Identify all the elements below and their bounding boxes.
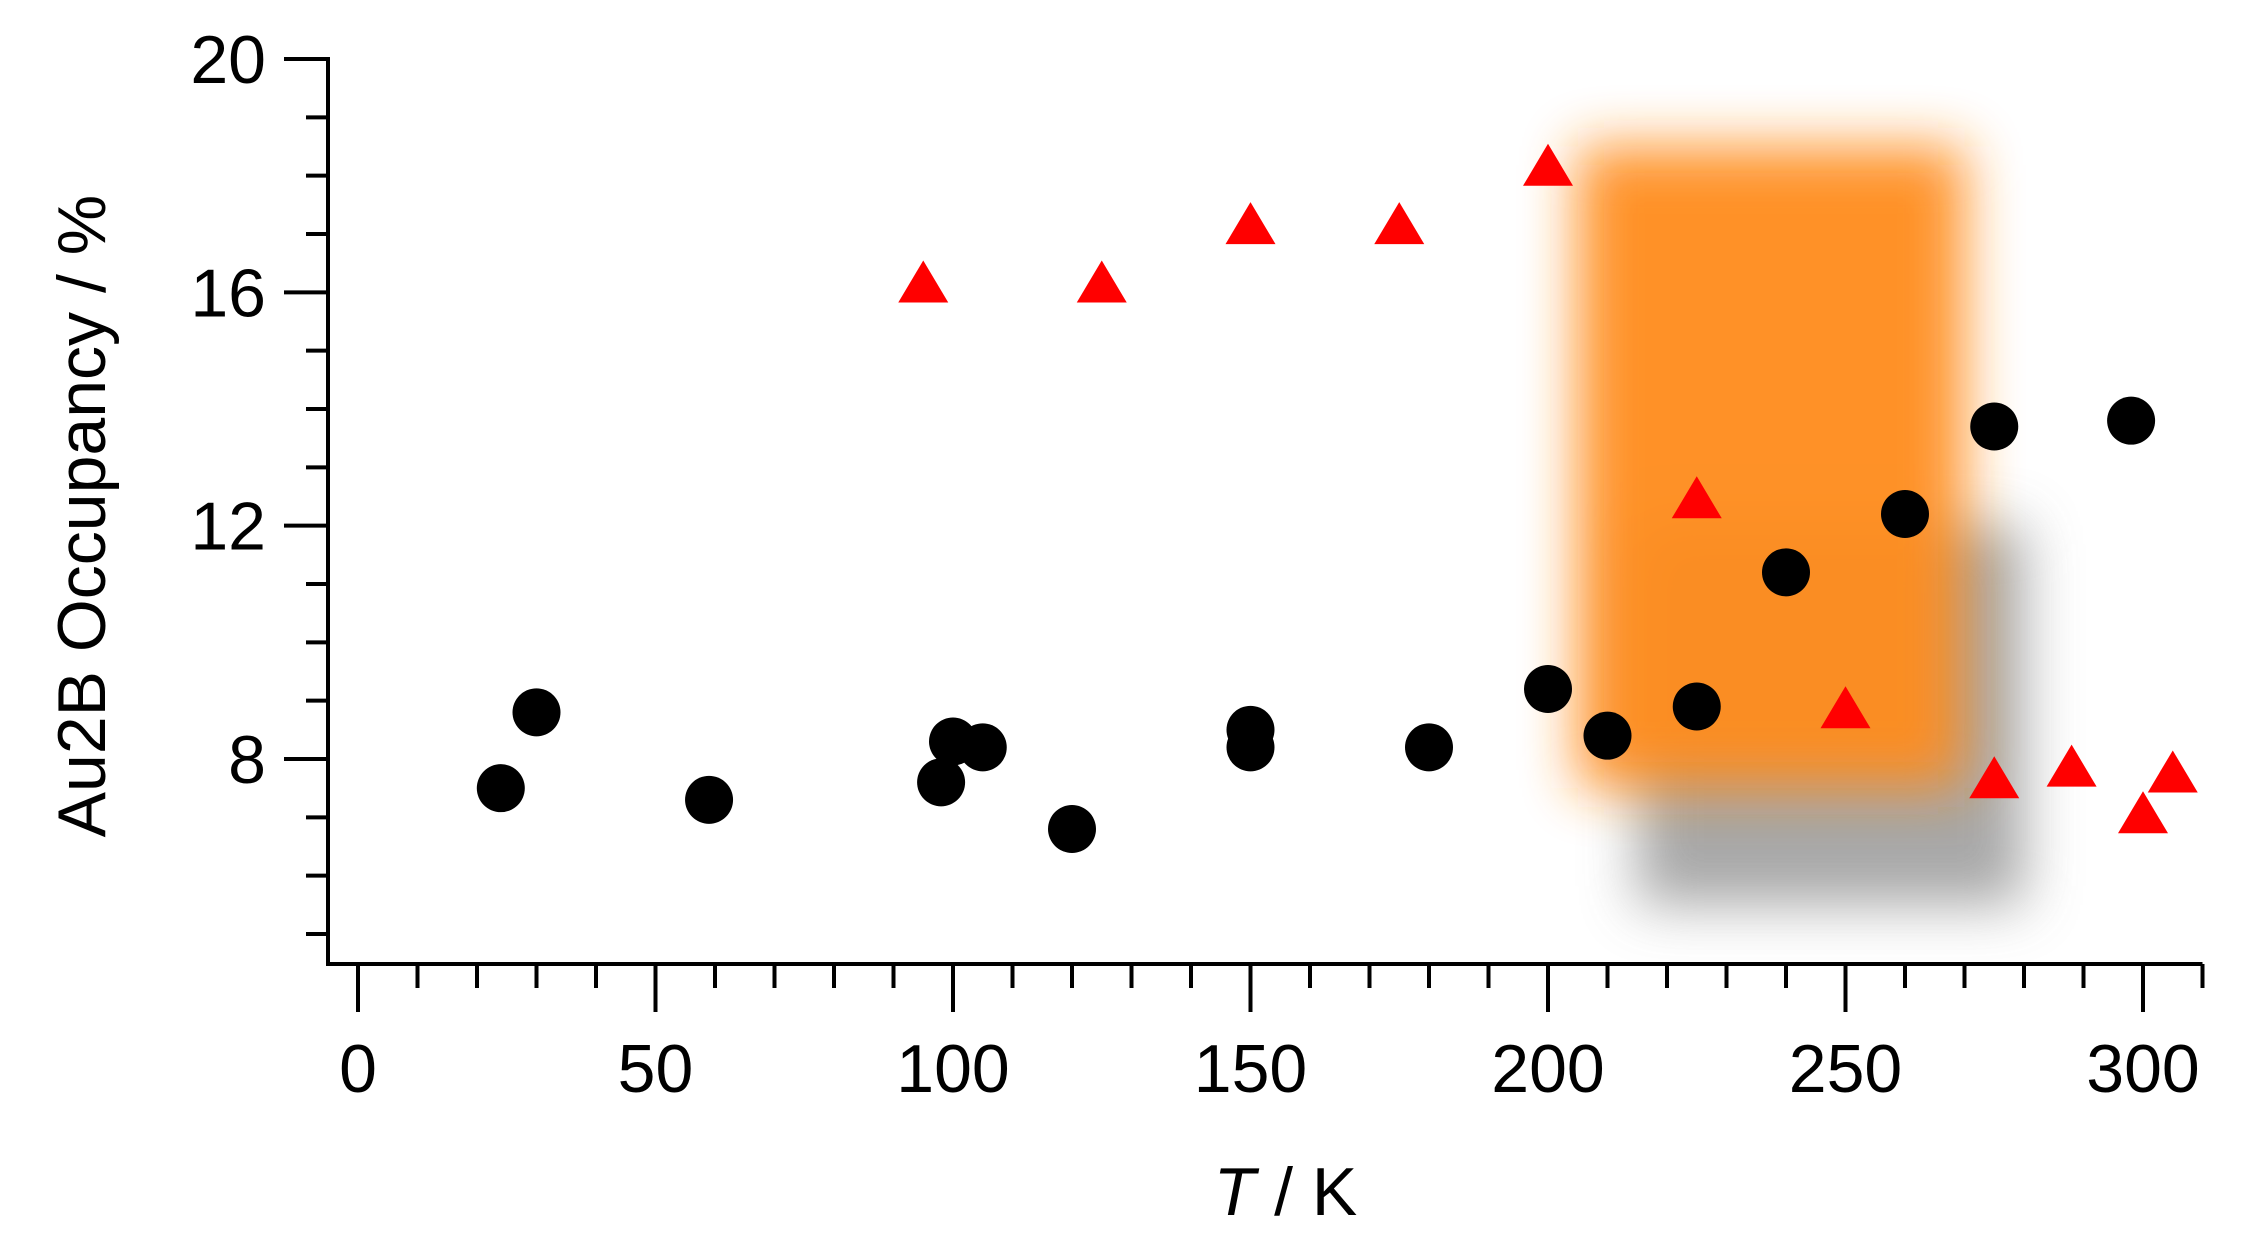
data-point-circle bbox=[1762, 548, 1810, 597]
x-tick-label: 300 bbox=[2086, 1031, 2199, 1107]
data-point-circle bbox=[1583, 711, 1632, 760]
data-point-triangle bbox=[1225, 202, 1276, 245]
x-tick-label: 150 bbox=[1194, 1031, 1307, 1107]
x-tick-label: 0 bbox=[339, 1031, 377, 1107]
data-point-circle bbox=[1048, 805, 1096, 853]
y-tick-label: 8 bbox=[228, 722, 266, 798]
orange-glow bbox=[1577, 146, 1965, 789]
data-point-triangle bbox=[1523, 143, 1573, 186]
data-point-circle bbox=[1226, 723, 1275, 772]
data-point-triangle bbox=[1820, 686, 1871, 729]
data-point-triangle bbox=[1374, 202, 1425, 245]
data-point-circle bbox=[512, 688, 561, 737]
data-point-triangle bbox=[2118, 791, 2168, 834]
x-tick-label: 100 bbox=[896, 1031, 1009, 1107]
data-point-circle bbox=[1970, 402, 2019, 451]
x-tick-label: 50 bbox=[618, 1031, 694, 1107]
x-axis-title-unit: / K bbox=[1255, 1154, 1357, 1230]
y-tick-label: 20 bbox=[190, 22, 266, 98]
data-points bbox=[476, 143, 2198, 853]
x-axis-title: T / K bbox=[1214, 1154, 1358, 1230]
data-point-circle bbox=[958, 723, 1007, 772]
data-point-circle bbox=[1405, 723, 1453, 772]
tick-labels: 0 50 100 150 200 250 300 8 12 16 20 bbox=[190, 22, 2199, 1107]
highlight-regions bbox=[1577, 146, 2024, 905]
data-point-circle bbox=[917, 758, 966, 807]
data-point-triangle bbox=[2147, 750, 2198, 793]
data-point-circle bbox=[685, 775, 734, 824]
data-point-circle bbox=[1524, 665, 1572, 713]
data-point-circle bbox=[2107, 396, 2156, 445]
axes bbox=[284, 57, 2205, 1012]
x-tick-label: 250 bbox=[1789, 1031, 1902, 1107]
y-tick-label: 12 bbox=[190, 489, 266, 565]
data-point-triangle bbox=[1969, 756, 2020, 799]
x-tick-label: 200 bbox=[1491, 1031, 1604, 1107]
y-axis-title: Au2B Occupancy / % bbox=[44, 195, 120, 838]
data-point-triangle bbox=[898, 260, 949, 303]
data-point-circle bbox=[1672, 682, 1721, 731]
y-tick-label: 16 bbox=[190, 255, 266, 331]
data-point-triangle bbox=[1076, 260, 1127, 303]
x-axis-title-variable: T bbox=[1214, 1154, 1260, 1230]
data-point-triangle bbox=[1671, 476, 1722, 519]
data-point-circle bbox=[1881, 490, 1929, 538]
data-point-triangle bbox=[2046, 744, 2097, 787]
data-point-circle bbox=[476, 764, 525, 813]
